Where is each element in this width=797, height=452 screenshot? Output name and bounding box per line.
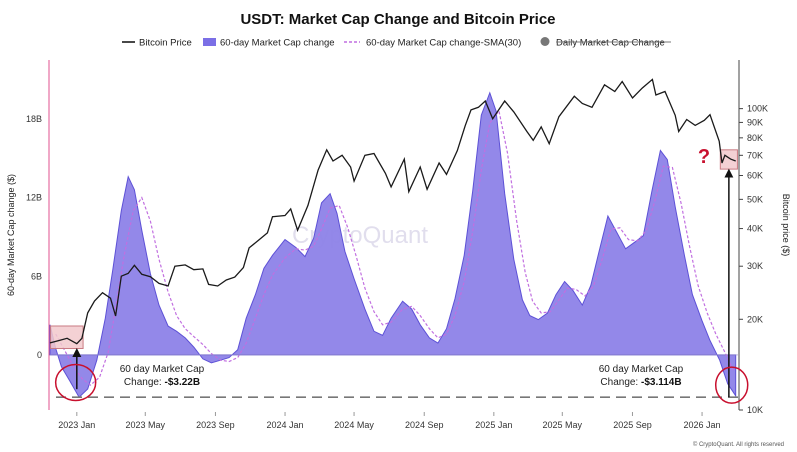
y-right-tick-6: 70K: [747, 150, 763, 160]
x-tick-1: 2023 May: [126, 420, 166, 430]
price-band-left: [50, 325, 84, 349]
x-tick-9: 2026 Jan: [684, 420, 721, 430]
y-left-tick-3: 18B: [26, 114, 42, 124]
x-tick-6: 2025 Jan: [475, 420, 512, 430]
annotation-right-value: -$3.114B: [641, 377, 682, 388]
question-mark: ?: [698, 146, 710, 168]
legend-mcap-label[interactable]: 60-day Market Cap change: [220, 38, 335, 49]
y-right-tick-7: 80K: [747, 133, 763, 143]
legend-daily-swatch: [540, 37, 550, 46]
annotation-right-line2: Change: -$3.114B: [600, 377, 681, 388]
annotation-left-line2: Change: -$3.22B: [124, 377, 200, 388]
legend-mcap-swatch: [203, 38, 216, 46]
legend-btc-label[interactable]: Bitcoin Price: [139, 38, 192, 49]
highlight-circle-right: [714, 366, 749, 404]
annotation-left-prefix: Change:: [124, 377, 165, 388]
highlight-circle-left: [54, 363, 97, 402]
y-right-tick-3: 40K: [747, 224, 763, 234]
y-left-tick-1: 6B: [31, 271, 42, 281]
y-right-tick-2: 30K: [747, 261, 763, 271]
chart-title: USDT: Market Cap Change and Bitcoin Pric…: [240, 11, 555, 28]
legend-daily-label[interactable]: Daily Market Cap Change: [556, 38, 665, 49]
y-right-tick-0: 10K: [747, 405, 763, 415]
bitcoin-price-line[interactable]: [49, 78, 736, 345]
y-right-tick-4: 50K: [747, 194, 763, 204]
y-right-tick-8: 90K: [747, 117, 763, 127]
x-tick-7: 2025 May: [543, 420, 583, 430]
annotations: ? 60 day Market Cap Change: -$3.22B 60 d…: [54, 146, 749, 404]
y-right-tick-1: 20K: [747, 314, 763, 324]
annotation-left-value: -$3.22B: [165, 377, 201, 388]
y-right-tick-5: 60K: [747, 170, 763, 180]
x-tick-5: 2024 Sep: [405, 420, 444, 430]
credit-text: © CryptoQuant. All rights reserved: [693, 441, 784, 448]
y-left-axis-label: 60-day Market Cap change ($): [6, 174, 16, 296]
x-tick-0: 2023 Jan: [58, 420, 95, 430]
market-cap-change-area[interactable]: [49, 91, 737, 399]
legend-sma-label[interactable]: 60-day Market Cap change-SMA(30): [366, 38, 521, 49]
x-tick-4: 2024 May: [334, 420, 374, 430]
x-tick-3: 2024 Jan: [267, 420, 304, 430]
annotation-right-prefix: Change:: [600, 377, 641, 388]
y-left-ticks: 0 6B 12B 18B: [26, 114, 42, 360]
annotation-right-line1: 60 day Market Cap: [599, 364, 684, 375]
legend: Bitcoin Price 60-day Market Cap change 6…: [122, 37, 671, 49]
x-tick-2: 2023 Sep: [196, 420, 235, 430]
y-left-tick-2: 12B: [26, 193, 42, 203]
annotation-left-line1: 60 day Market Cap: [120, 364, 205, 375]
x-tick-8: 2025 Sep: [613, 420, 652, 430]
y-right-ticks: 10K 20K 30K 40K 50K 60K 70K 80K 90K 100K: [739, 104, 768, 415]
y-right-tick-9: 100K: [747, 104, 768, 114]
x-axis-ticks: 2023 Jan 2023 May 2023 Sep 2024 Jan 2024 May…: [58, 412, 721, 430]
y-right-axis-label: Bitcoin price ($): [781, 194, 791, 257]
y-left-tick-0: 0: [37, 350, 42, 360]
market-cap-change-sma-line[interactable]: [55, 109, 734, 386]
